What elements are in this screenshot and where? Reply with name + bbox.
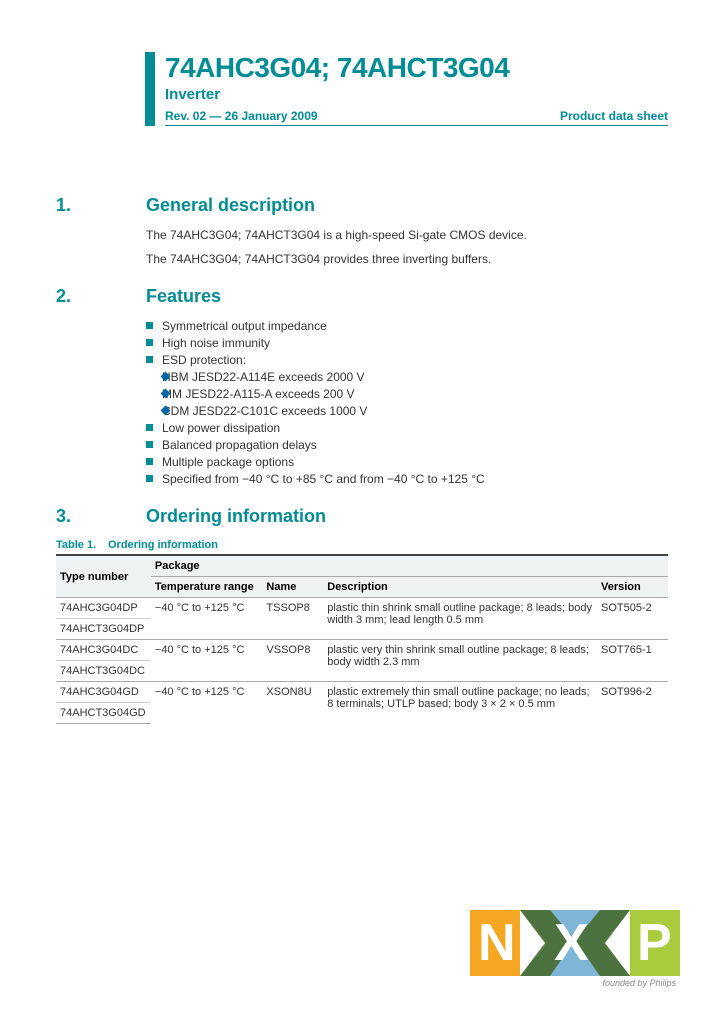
feature-item: Specified from −40 °C to +85 °C and from… (146, 472, 668, 486)
th-name: Name (262, 577, 323, 598)
table-caption: Table 1.Ordering information (56, 539, 668, 551)
table-number: Table 1. (56, 539, 108, 551)
table-title: Ordering information (108, 539, 218, 551)
cell-temp: −40 °C to +125 °C (151, 682, 263, 724)
ordering-table: Type number Package Temperature range Na… (56, 554, 668, 724)
part-subtitle: Inverter (165, 86, 668, 103)
cell-ver: SOT765-1 (597, 640, 668, 682)
th-package: Package (151, 555, 668, 577)
general-p2: The 74AHC3G04; 74AHCT3G04 provides three… (146, 252, 668, 266)
table-row: 74AHC3G04DC−40 °C to +125 °CVSSOP8plasti… (56, 640, 668, 661)
svg-text:X: X (554, 914, 589, 972)
section-1-num: 1. (56, 195, 146, 216)
feature-item: Multiple package options (146, 455, 668, 469)
nxp-logo-svg: N X P (470, 904, 680, 984)
feature-item: CDM JESD22-C101C exceeds 1000 V (146, 404, 668, 418)
feature-item: ESD protection: (146, 353, 668, 367)
cell-temp: −40 °C to +125 °C (151, 598, 263, 640)
cell-type-number: 74AHCT3G04DC (56, 661, 151, 682)
logo-tagline: founded by Philips (602, 978, 676, 988)
cell-ver: SOT505-2 (597, 598, 668, 640)
section-3-num: 3. (56, 506, 146, 527)
nxp-logo: N X P founded by Philips (470, 904, 680, 984)
cell-desc: plastic very thin shrink small outline p… (323, 640, 597, 682)
feature-item: Balanced propagation delays (146, 438, 668, 452)
general-p1: The 74AHC3G04; 74AHCT3G04 is a high-spee… (146, 228, 668, 242)
feature-item: HBM JESD22-A114E exceeds 2000 V (146, 370, 668, 384)
table-row: 74AHC3G04DP−40 °C to +125 °CTSSOP8plasti… (56, 598, 668, 619)
cell-ver: SOT996-2 (597, 682, 668, 724)
cell-type-number: 74AHC3G04DC (56, 640, 151, 661)
section-3-title: Ordering information (146, 506, 326, 526)
section-1-heading: 1.General description (56, 195, 668, 216)
cell-type-number: 74AHC3G04DP (56, 598, 151, 619)
cell-temp: −40 °C to +125 °C (151, 640, 263, 682)
cell-desc: plastic extremely thin small outline pac… (323, 682, 597, 724)
section-2-heading: 2.Features (56, 286, 668, 307)
svg-text:P: P (637, 914, 672, 972)
cell-name: XSON8U (262, 682, 323, 724)
header-meta-row: Rev. 02 — 26 January 2009 Product data s… (165, 109, 668, 126)
th-version: Version (597, 577, 668, 598)
section-2-title: Features (146, 286, 221, 306)
footer: N X P founded by Philips (470, 904, 680, 984)
features-list: Symmetrical output impedance High noise i… (146, 319, 668, 486)
cell-type-number: 74AHC3G04GD (56, 682, 151, 703)
feature-item: MM JESD22-A115-A exceeds 200 V (146, 387, 668, 401)
cell-name: VSSOP8 (262, 640, 323, 682)
th-type-number: Type number (56, 555, 151, 598)
svg-text:N: N (478, 914, 516, 972)
table-row: 74AHC3G04GD−40 °C to +125 °CXSON8Uplasti… (56, 682, 668, 703)
document-type: Product data sheet (560, 109, 668, 123)
document-body: 1.General description The 74AHC3G04; 74A… (56, 175, 668, 724)
cell-desc: plastic thin shrink small outline packag… (323, 598, 597, 640)
section-1-title: General description (146, 195, 315, 215)
section-2-num: 2. (56, 286, 146, 307)
feature-item: Low power dissipation (146, 421, 668, 435)
part-number-title: 74AHC3G04; 74AHCT3G04 (165, 52, 668, 84)
revision-date: Rev. 02 — 26 January 2009 (165, 109, 318, 123)
th-description: Description (323, 577, 597, 598)
cell-type-number: 74AHCT3G04DP (56, 619, 151, 640)
feature-item: High noise immunity (146, 336, 668, 350)
cell-name: TSSOP8 (262, 598, 323, 640)
th-temp-range: Temperature range (151, 577, 263, 598)
feature-item: Symmetrical output impedance (146, 319, 668, 333)
document-header: 74AHC3G04; 74AHCT3G04 Inverter Rev. 02 —… (145, 52, 668, 126)
section-3-heading: 3.Ordering information (56, 506, 668, 527)
cell-type-number: 74AHCT3G04GD (56, 703, 151, 724)
